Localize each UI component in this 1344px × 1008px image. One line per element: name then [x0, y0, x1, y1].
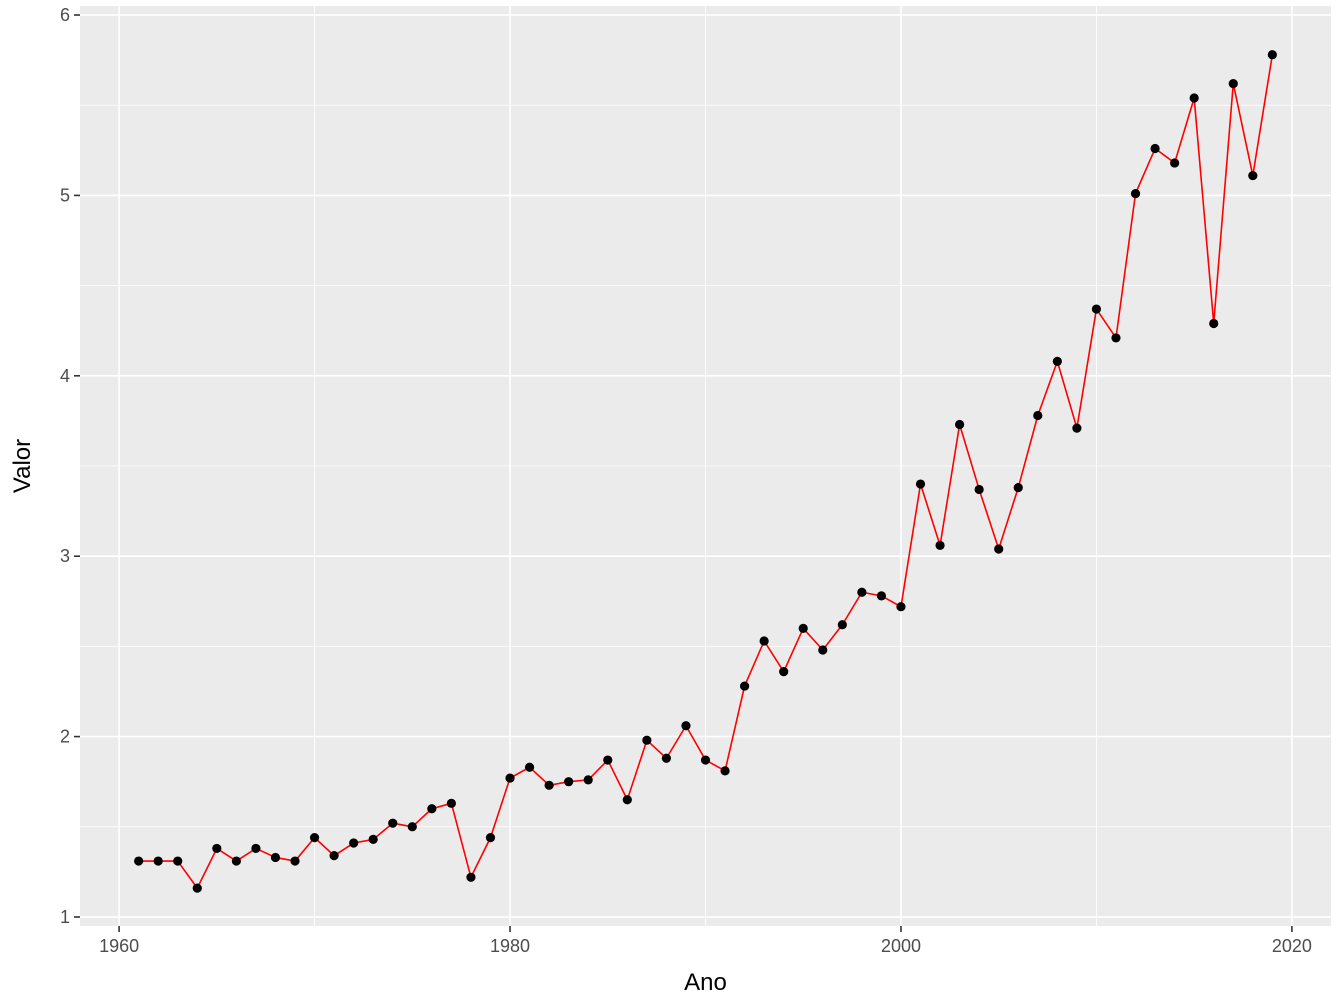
y-tick-label: 4 — [60, 366, 70, 386]
data-point — [1130, 189, 1141, 199]
data-point — [974, 484, 984, 495]
data-point — [1209, 318, 1219, 329]
x-tick-label: 1960 — [99, 936, 139, 956]
data-point — [1228, 78, 1238, 89]
data-point — [329, 851, 339, 861]
data-point — [1267, 50, 1277, 60]
data-point — [876, 591, 887, 601]
axis-ticks — [74, 14, 1293, 932]
data-point — [407, 822, 417, 832]
data-point — [681, 721, 691, 731]
y-tick-label: 3 — [60, 546, 70, 566]
data-point — [485, 833, 496, 843]
y-tick-label: 6 — [60, 5, 70, 25]
data-point — [642, 735, 652, 745]
y-tick-label: 2 — [60, 727, 70, 747]
data-point — [915, 479, 926, 489]
data-point — [896, 602, 906, 612]
y-tick-label: 5 — [60, 185, 70, 205]
data-point — [994, 544, 1004, 554]
data-point — [466, 872, 476, 882]
data-point — [231, 856, 241, 866]
tick-labels: 1960 1980 2000 2020 1 2 3 4 5 6 — [60, 5, 1312, 956]
x-tick-label: 2000 — [881, 936, 921, 956]
data-point — [1013, 483, 1023, 493]
data-point — [270, 852, 281, 863]
data-point — [1189, 93, 1199, 103]
data-point — [1170, 158, 1180, 168]
data-point — [818, 645, 828, 655]
y-tick-label: 1 — [60, 907, 70, 927]
data-point — [446, 798, 456, 808]
data-point — [603, 755, 613, 765]
data-point — [427, 804, 437, 814]
data-point — [290, 856, 300, 866]
data-point — [1033, 410, 1043, 421]
data-point — [622, 795, 632, 805]
data-point — [1072, 423, 1082, 433]
data-point — [583, 775, 593, 785]
x-tick-label: 2020 — [1272, 936, 1312, 956]
data-point — [388, 818, 398, 828]
data-point — [798, 623, 808, 633]
data-point — [349, 838, 359, 848]
data-point — [837, 620, 847, 630]
data-point — [935, 540, 945, 550]
data-point — [1111, 333, 1121, 343]
data-point — [212, 843, 222, 854]
data-point — [955, 419, 965, 430]
y-axis-title: Valor — [9, 439, 36, 493]
data-point — [368, 834, 378, 845]
data-points — [134, 50, 1277, 893]
data-point — [661, 753, 672, 763]
data-point — [505, 773, 515, 783]
data-point — [564, 777, 574, 787]
data-point — [720, 766, 730, 776]
data-point — [251, 843, 261, 854]
data-point — [759, 636, 769, 646]
data-point — [700, 755, 711, 765]
data-point — [524, 762, 535, 772]
data-point — [857, 587, 867, 597]
data-point — [779, 667, 789, 677]
x-tick-label: 1980 — [490, 936, 530, 956]
major-gridlines — [80, 6, 1331, 926]
data-point — [1091, 304, 1102, 314]
data-point — [173, 856, 183, 866]
data-point — [1052, 356, 1062, 366]
data-point — [544, 780, 554, 790]
data-point — [309, 833, 320, 843]
data-point — [192, 883, 202, 893]
data-point — [739, 681, 750, 691]
data-point — [134, 856, 144, 866]
data-point — [1150, 143, 1160, 154]
x-axis-title: Ano — [684, 969, 727, 996]
data-point — [1248, 170, 1258, 181]
data-point — [153, 856, 163, 866]
